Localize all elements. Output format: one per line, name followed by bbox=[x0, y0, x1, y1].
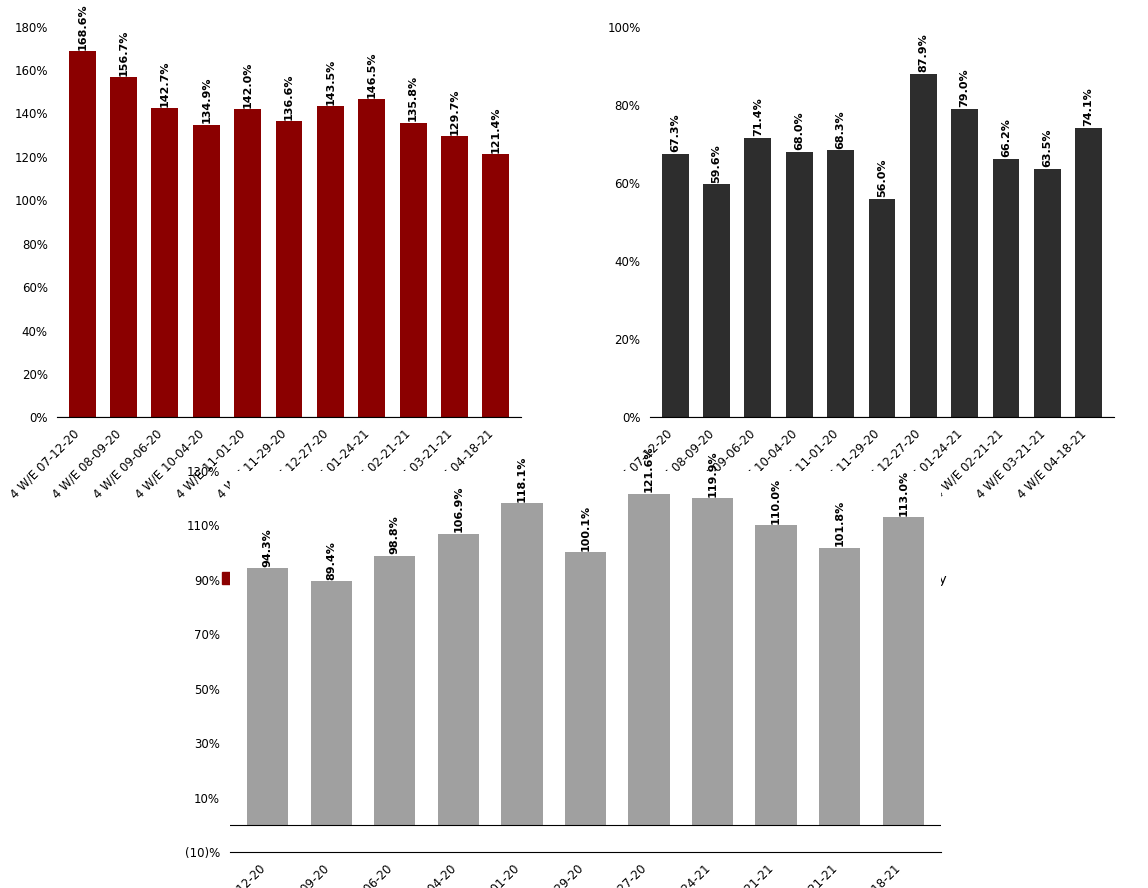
Bar bbox=[869, 199, 895, 417]
Text: 143.5%: 143.5% bbox=[325, 59, 335, 105]
Text: 59.6%: 59.6% bbox=[712, 144, 721, 183]
Bar bbox=[482, 154, 510, 417]
Bar bbox=[883, 517, 924, 825]
Bar bbox=[692, 498, 734, 825]
Text: 156.7%: 156.7% bbox=[118, 30, 129, 76]
Bar bbox=[502, 503, 543, 825]
Bar bbox=[565, 552, 606, 825]
Bar bbox=[703, 185, 730, 417]
Text: 100.1%: 100.1% bbox=[581, 504, 590, 551]
Text: 98.8%: 98.8% bbox=[390, 516, 400, 554]
Bar bbox=[744, 139, 771, 417]
Bar bbox=[374, 556, 416, 825]
Text: 121.6%: 121.6% bbox=[644, 446, 654, 492]
Bar bbox=[437, 534, 479, 825]
Text: 67.3%: 67.3% bbox=[670, 114, 680, 153]
Text: 129.7%: 129.7% bbox=[450, 88, 459, 135]
Bar bbox=[317, 106, 343, 417]
Text: 168.6%: 168.6% bbox=[77, 4, 87, 51]
Bar bbox=[1076, 128, 1102, 417]
Bar bbox=[628, 494, 669, 825]
Bar bbox=[234, 109, 261, 417]
Bar bbox=[311, 582, 352, 825]
Text: 106.9%: 106.9% bbox=[453, 486, 464, 532]
Text: 142.0%: 142.0% bbox=[242, 61, 253, 108]
Bar bbox=[785, 152, 813, 417]
Text: 119.9%: 119.9% bbox=[707, 450, 718, 496]
Text: 94.3%: 94.3% bbox=[263, 527, 273, 567]
Bar bbox=[910, 74, 937, 417]
Text: 87.9%: 87.9% bbox=[918, 33, 929, 72]
Text: 118.1%: 118.1% bbox=[517, 456, 527, 502]
Text: 146.5%: 146.5% bbox=[366, 52, 377, 99]
Text: 136.6%: 136.6% bbox=[284, 74, 294, 120]
Text: 66.2%: 66.2% bbox=[1001, 118, 1011, 157]
Text: 79.0%: 79.0% bbox=[960, 68, 970, 107]
Legend: Health & Beauty: Health & Beauty bbox=[817, 573, 947, 586]
Bar bbox=[193, 124, 219, 417]
Text: 56.0%: 56.0% bbox=[877, 158, 887, 196]
Bar bbox=[152, 107, 178, 417]
Bar bbox=[952, 108, 978, 417]
Bar bbox=[441, 136, 468, 417]
Text: 63.5%: 63.5% bbox=[1042, 129, 1053, 167]
Text: 68.0%: 68.0% bbox=[794, 111, 805, 150]
Text: 71.4%: 71.4% bbox=[753, 98, 763, 137]
Legend: Food & Beverage: Food & Beverage bbox=[222, 573, 356, 586]
Bar bbox=[1034, 170, 1061, 417]
Bar bbox=[247, 568, 288, 825]
Bar bbox=[358, 99, 386, 417]
Bar bbox=[276, 121, 302, 417]
Bar bbox=[755, 525, 797, 825]
Bar bbox=[819, 548, 860, 825]
Bar bbox=[69, 52, 95, 417]
Text: 101.8%: 101.8% bbox=[835, 500, 845, 546]
Text: 134.9%: 134.9% bbox=[201, 77, 211, 123]
Bar bbox=[828, 150, 854, 417]
Bar bbox=[400, 123, 427, 417]
Text: 89.4%: 89.4% bbox=[326, 541, 336, 580]
Text: 113.0%: 113.0% bbox=[898, 470, 908, 516]
Text: 121.4%: 121.4% bbox=[491, 107, 501, 153]
Text: 110.0%: 110.0% bbox=[771, 478, 781, 524]
Bar bbox=[993, 159, 1019, 417]
Text: 135.8%: 135.8% bbox=[408, 75, 418, 122]
Text: 142.7%: 142.7% bbox=[160, 60, 170, 107]
Text: 74.1%: 74.1% bbox=[1084, 87, 1094, 126]
Text: 68.3%: 68.3% bbox=[836, 110, 846, 148]
Bar bbox=[661, 155, 689, 417]
Bar bbox=[110, 77, 137, 417]
